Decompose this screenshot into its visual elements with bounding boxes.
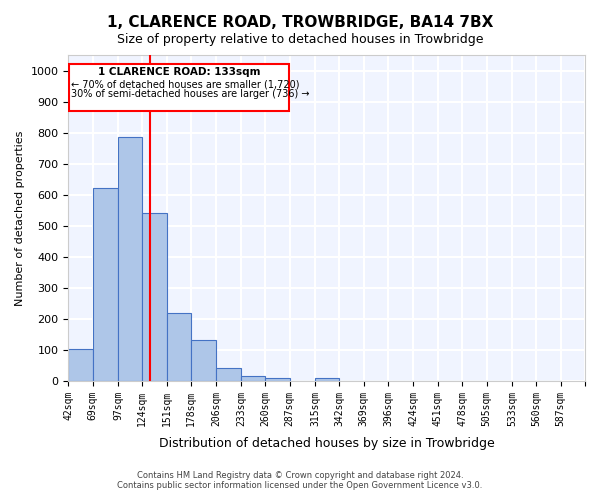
- Bar: [265, 378, 290, 381]
- Bar: [118, 136, 142, 381]
- Bar: [241, 376, 265, 381]
- Bar: [315, 378, 339, 381]
- Bar: [68, 350, 92, 381]
- Bar: [92, 188, 118, 381]
- Text: 1, CLARENCE ROAD, TROWBRIDGE, BA14 7BX: 1, CLARENCE ROAD, TROWBRIDGE, BA14 7BX: [107, 15, 493, 30]
- Text: Contains HM Land Registry data © Crown copyright and database right 2024.
Contai: Contains HM Land Registry data © Crown c…: [118, 470, 482, 490]
- Y-axis label: Number of detached properties: Number of detached properties: [15, 130, 25, 306]
- Text: 1 CLARENCE ROAD: 133sqm: 1 CLARENCE ROAD: 133sqm: [98, 68, 260, 78]
- FancyBboxPatch shape: [69, 64, 289, 111]
- Bar: [142, 214, 167, 381]
- Text: Size of property relative to detached houses in Trowbridge: Size of property relative to detached ho…: [117, 32, 483, 46]
- Bar: [217, 368, 241, 381]
- Text: 30% of semi-detached houses are larger (736) →: 30% of semi-detached houses are larger (…: [71, 89, 310, 99]
- X-axis label: Distribution of detached houses by size in Trowbridge: Distribution of detached houses by size …: [159, 437, 494, 450]
- Text: ← 70% of detached houses are smaller (1,720): ← 70% of detached houses are smaller (1,…: [71, 80, 299, 90]
- Bar: [191, 340, 217, 381]
- Bar: [167, 312, 191, 381]
